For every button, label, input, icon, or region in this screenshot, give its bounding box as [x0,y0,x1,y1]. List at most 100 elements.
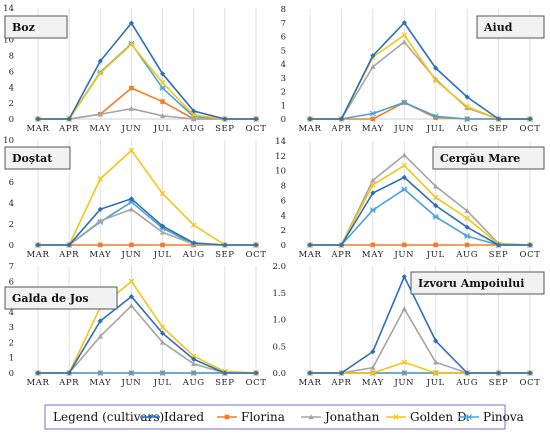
data-point [128,278,135,285]
series-line-golden-d- [38,149,256,246]
y-tick-label: 2 [9,220,14,230]
x-tick-label: APR [330,378,351,388]
x-tick-label: JUN [121,250,142,260]
y-tick-label: 0.5 [272,342,286,352]
data-point [97,176,104,182]
data-point [401,242,407,248]
x-tick-label: MAR [26,250,49,260]
y-tick-label: 10 [275,167,286,177]
x-tick-label: APR [58,378,79,388]
data-point [307,242,313,248]
series-line-idared [310,176,530,246]
series-line-idared [310,21,530,120]
data-point [159,223,166,229]
y-tick-label: 1 [281,101,286,111]
y-tick-label: 8 [9,52,14,62]
series-line-idared [38,295,256,374]
y-tick-label: 4 [281,211,286,221]
data-point [307,370,313,376]
y-tick-label: 2 [281,88,286,98]
y-tick-label: 1 [9,354,14,364]
panel-title-box [476,15,545,39]
data-point [401,162,408,169]
series-line-florina [38,87,256,120]
y-tick-label: 6 [9,178,14,188]
data-point [128,41,135,48]
x-tick-label: JUN [393,378,414,388]
data-point [401,32,408,38]
data-point [97,70,104,76]
data-point [370,53,376,59]
data-point [433,338,439,344]
data-point [159,229,166,235]
data-point [129,85,134,91]
data-point [97,58,103,64]
x-tick-label: AUG [182,250,205,260]
y-tick-label: 6 [281,196,286,206]
y-tick-label: 4 [281,60,286,70]
data-point [159,324,166,330]
x-tick-label: JUN [121,124,142,134]
chart-panel-1: 02468101214MARAPRMAYJUNJULAUGSEPOCTBoz [3,4,266,134]
data-point [253,116,259,122]
data-point [160,242,165,248]
data-point [401,20,407,26]
x-tick-label: APR [58,250,79,260]
y-tick-label: 2 [281,226,286,236]
data-point [338,116,345,122]
x-tick-label: MAY [89,250,111,260]
data-point [222,116,228,122]
data-point [128,196,135,202]
panel-title: Cergău Mare [440,152,520,165]
data-point [159,190,166,197]
x-tick-label: OCT [520,250,541,260]
x-tick-label: AUG [455,124,478,134]
x-tick-label: JUN [393,250,414,260]
data-point [128,206,135,212]
data-point [35,370,41,376]
data-point [464,215,470,222]
data-point [97,111,103,117]
legend-item-label: Jonathan [323,410,380,424]
data-point [159,113,166,118]
data-point [128,303,135,308]
y-tick-label: 4 [9,83,14,93]
data-point [464,103,470,110]
data-point [128,20,135,26]
data-point [401,174,407,180]
x-tick-label: OCT [246,250,267,260]
y-tick-label: 6 [281,33,286,43]
y-tick-label: 12 [275,152,286,162]
panel-title-box [4,286,118,310]
y-tick-label: 4 [9,199,14,209]
legend-item-label: Golden D. [410,410,470,424]
data-point [433,183,439,189]
data-point [433,359,439,365]
data-point [159,71,166,77]
data-point [401,152,407,158]
legend-box [44,404,506,430]
y-tick-label: 1.5 [272,289,286,299]
x-tick-label: SEP [215,124,235,134]
panel-title: Doștat [12,152,53,165]
y-tick-label: 0 [9,241,14,251]
series-line-jonathan [310,307,530,374]
legend: Legend (cultivars):Idared Florina Jonathan… [44,404,524,430]
data-point [432,77,439,84]
series-line-idared [38,22,256,120]
x-tick-label: JUL [426,250,445,260]
chart-panel-6: 0.0 0.5 1.0 1.5 2.0 MAR APR MAY JUN JUL AUG SEP OCT I… [272,262,545,388]
data-point [128,293,135,300]
data-point [370,177,376,183]
series-line-jonathan [310,41,530,120]
data-point [338,242,345,248]
x-tick-label: AUG [182,124,205,134]
data-point [433,65,439,71]
y-tick-label: 1.0 [272,316,286,326]
data-point [190,222,197,228]
data-point [370,182,376,188]
series-line-golden-d- [310,34,530,120]
data-point [97,242,103,248]
data-point [432,194,439,201]
data-point [370,364,376,370]
